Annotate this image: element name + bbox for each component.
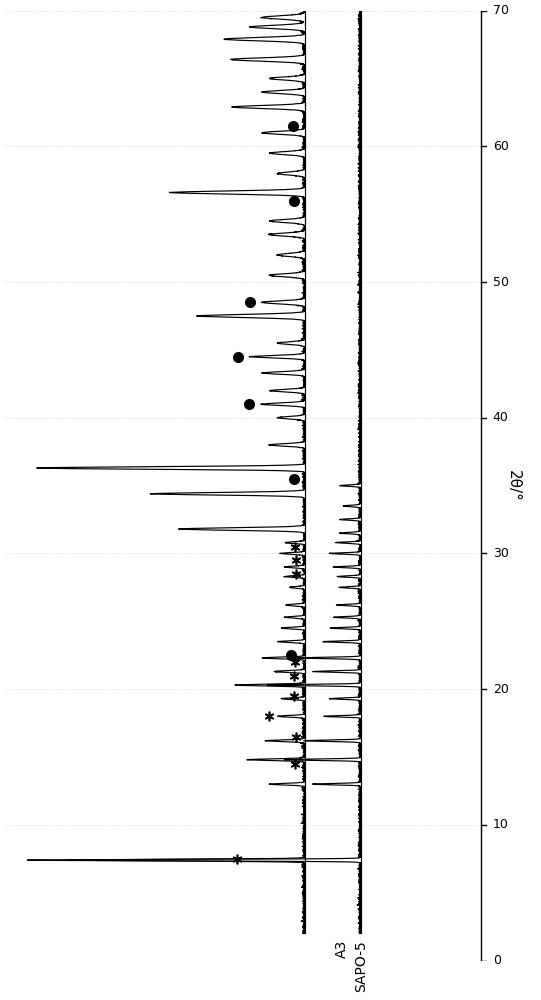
- Text: 0: 0: [493, 954, 501, 967]
- Text: 40: 40: [493, 411, 509, 424]
- Text: 20: 20: [493, 683, 509, 696]
- Text: 30: 30: [493, 547, 509, 560]
- Text: 10: 10: [493, 818, 509, 831]
- Text: 2θ/°: 2θ/°: [506, 470, 521, 502]
- Text: 70: 70: [493, 4, 509, 17]
- Text: SAPO-5: SAPO-5: [354, 940, 368, 992]
- Text: 50: 50: [493, 276, 509, 289]
- Text: 60: 60: [493, 140, 509, 153]
- Text: A3: A3: [335, 940, 349, 958]
